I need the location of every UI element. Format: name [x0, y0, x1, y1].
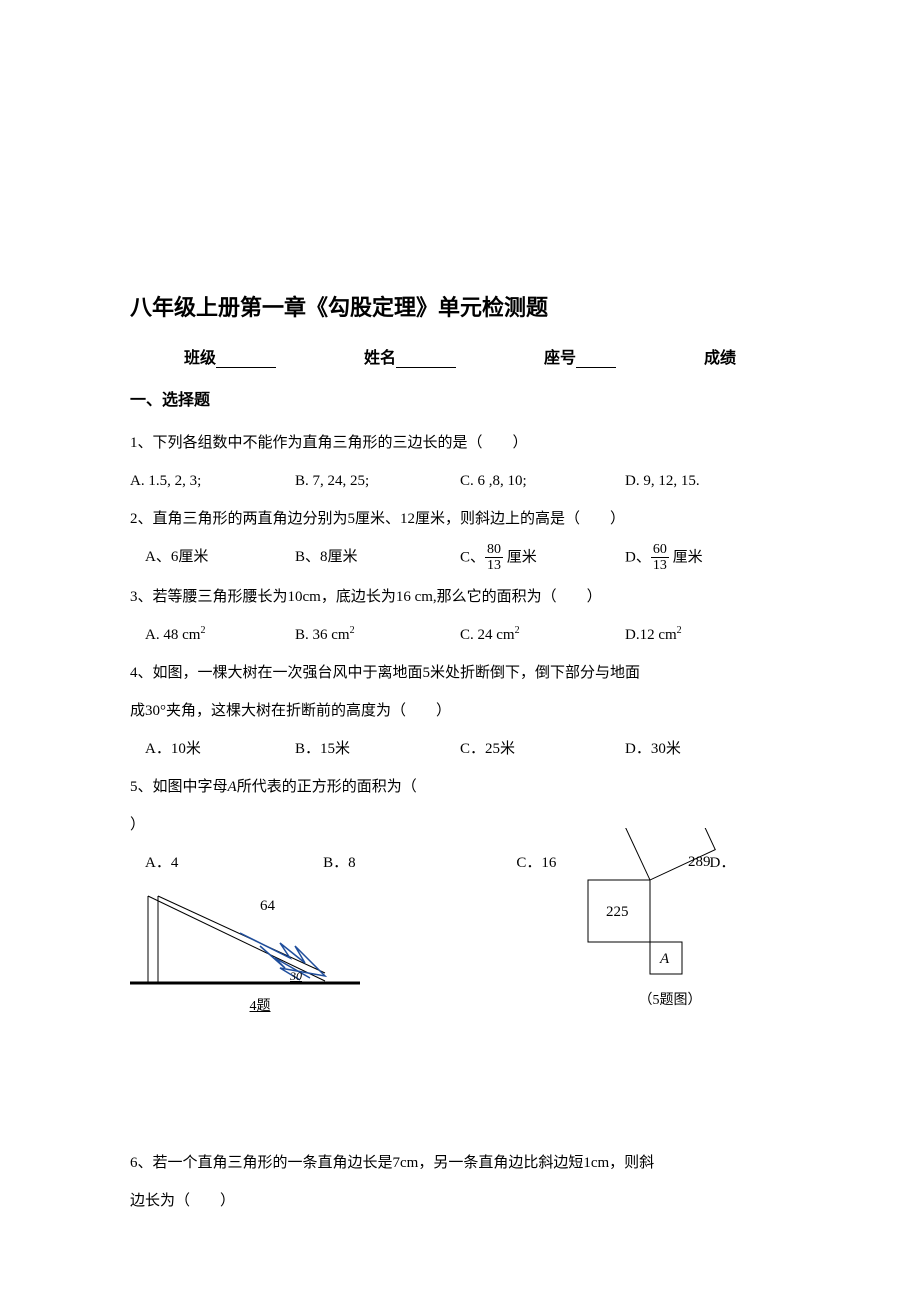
square-289-label: 289: [688, 854, 711, 870]
q5-opt-b: B．8: [323, 848, 516, 878]
figure-4: 30 4题: [130, 888, 390, 1015]
q1-options: A. 1.5, 2, 3; B. 7, 24, 25; C. 6 ,8, 10;…: [130, 466, 790, 496]
class-blank[interactable]: [216, 352, 276, 368]
square-a-label: A: [659, 951, 670, 967]
seat-field: 座号: [544, 344, 616, 368]
seat-blank[interactable]: [576, 352, 616, 368]
name-field: 姓名: [364, 344, 456, 368]
q3-opt-b: B. 36 cm2: [295, 620, 460, 650]
score-label: 成绩: [704, 350, 736, 367]
q2-opt-d: D、6013 厘米: [625, 542, 790, 574]
q4-opt-b: B．15米: [295, 734, 460, 764]
q6-line1: 6、若一个直角三角形的一条直角边长是7cm，另一条直角边比斜边短1cm，则斜: [130, 1148, 790, 1178]
q1-opt-d: D. 9, 12, 15.: [625, 466, 790, 496]
q1-stem: 1、下列各组数中不能作为直角三角形的三边长的是（ ）: [130, 428, 790, 458]
q4-opt-a: A．10米: [130, 734, 295, 764]
name-label: 姓名: [364, 350, 396, 367]
q4-line2: 成30°夹角，这棵大树在折断前的高度为（ ）: [130, 696, 790, 726]
student-info-row: 班级 姓名 座号 成绩: [130, 344, 790, 368]
q5-line1: 5、如图中字母A所代表的正方形的面积为（: [130, 772, 790, 802]
class-label: 班级: [184, 350, 216, 367]
score-field: 成绩: [704, 344, 736, 368]
q3-opt-a: A. 48 cm2: [130, 620, 295, 650]
q5-row-and-figs: A．4 B．8 C．16 D． 64 30 4题 225: [130, 848, 790, 1088]
exam-title: 八年级上册第一章《勾股定理》单元检测题: [130, 290, 790, 322]
q6-line2: 边长为（ ）: [130, 1186, 790, 1216]
name-blank[interactable]: [396, 352, 456, 368]
squares-diagram-icon: 225 289 A: [570, 828, 760, 978]
q4-opt-d: D．30米: [625, 734, 790, 764]
tree-diagram-icon: 30: [130, 888, 360, 988]
q4-opt-c: C．25米: [460, 734, 625, 764]
q4-options: A．10米 B．15米 C．25米 D．30米: [130, 734, 790, 764]
q2-opt-c: C、8013 厘米: [460, 542, 625, 574]
angle-30-label: 30: [289, 969, 302, 983]
figures-row: 30 4题 225 289 A （5题图）: [130, 888, 790, 1088]
q2-opt-b: B、8厘米: [295, 542, 460, 574]
q4-line1: 4、如图，一棵大树在一次强台风中于离地面5米处折断倒下，倒下部分与地面: [130, 658, 790, 688]
q1-opt-c: C. 6 ,8, 10;: [460, 466, 625, 496]
q1-opt-a: A. 1.5, 2, 3;: [130, 466, 295, 496]
class-field: 班级: [184, 344, 276, 368]
section-1-title: 一、选择题: [130, 386, 790, 410]
figure-5: 225 289 A （5题图）: [570, 828, 770, 1009]
q3-opt-d: D.12 cm2: [625, 620, 790, 650]
q2-options: A、6厘米 B、8厘米 C、8013 厘米 D、6013 厘米: [130, 542, 790, 574]
q1-opt-b: B. 7, 24, 25;: [295, 466, 460, 496]
q3-stem: 3、若等腰三角形腰长为10cm，底边长为16 cm,那么它的面积为（ ）: [130, 582, 790, 612]
q2-opt-a: A、6厘米: [130, 542, 295, 574]
square-225-label: 225: [606, 904, 629, 920]
q3-opt-c: C. 24 cm2: [460, 620, 625, 650]
seat-label: 座号: [544, 350, 576, 367]
q3-options: A. 48 cm2 B. 36 cm2 C. 24 cm2 D.12 cm2: [130, 620, 790, 650]
figure-5-label: （5题图）: [570, 989, 770, 1009]
q2-stem: 2、直角三角形的两直角边分别为5厘米、12厘米，则斜边上的高是（ ）: [130, 504, 790, 534]
q5-opt-a: A．4: [130, 848, 323, 878]
figure-4-label: 4题: [130, 995, 390, 1015]
